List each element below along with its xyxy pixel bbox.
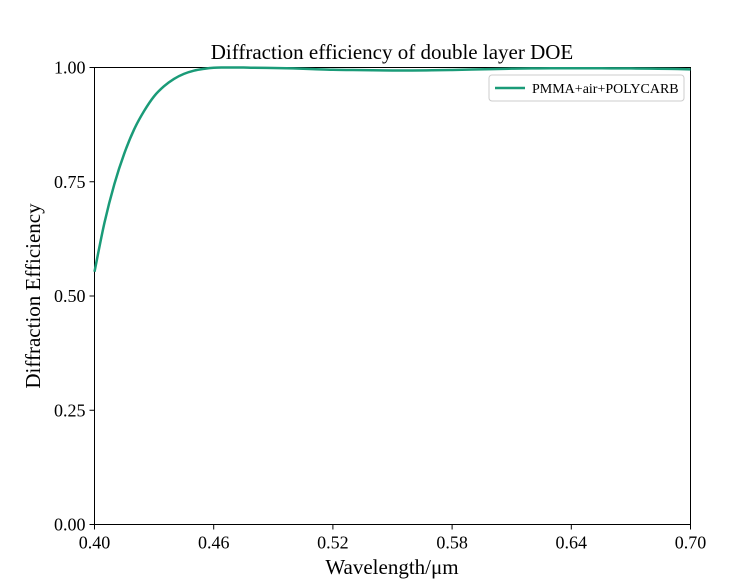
y-tick-label: 0.25: [54, 400, 86, 420]
x-tick-label: 0.58: [436, 533, 468, 553]
x-axis-label: Wavelength/μm: [325, 555, 458, 579]
x-tick-label: 0.64: [556, 533, 588, 553]
x-tick-label: 0.52: [317, 533, 349, 553]
y-tick-label: 0.75: [54, 172, 86, 192]
legend-box: [488, 74, 685, 102]
y-tick-label: 0.00: [54, 515, 86, 535]
x-tick-label: 0.40: [79, 533, 111, 553]
y-axis-ticks: 0.00 0.25 0.50 0.75 1.00: [54, 58, 95, 535]
series-layer: [93, 66, 691, 273]
series-line-pmma-air-polycarb: [93, 66, 691, 273]
x-tick-label: 0.46: [198, 533, 230, 553]
chart-title: Diffraction efficiency of double layer D…: [211, 40, 574, 64]
y-tick-label: 0.50: [54, 286, 86, 306]
y-tick-label: 1.00: [54, 58, 86, 78]
x-axis-ticks: 0.40 0.46 0.52 0.58 0.64 0.70: [79, 524, 707, 553]
plot-frame: [94, 67, 691, 525]
y-axis-label: Diffraction Efficiency: [21, 203, 45, 389]
legend: PMMA+air+POLYCARB: [488, 74, 685, 102]
legend-label-pmma-air-polycarb: PMMA+air+POLYCARB: [532, 82, 679, 97]
x-tick-label: 0.70: [675, 533, 707, 553]
